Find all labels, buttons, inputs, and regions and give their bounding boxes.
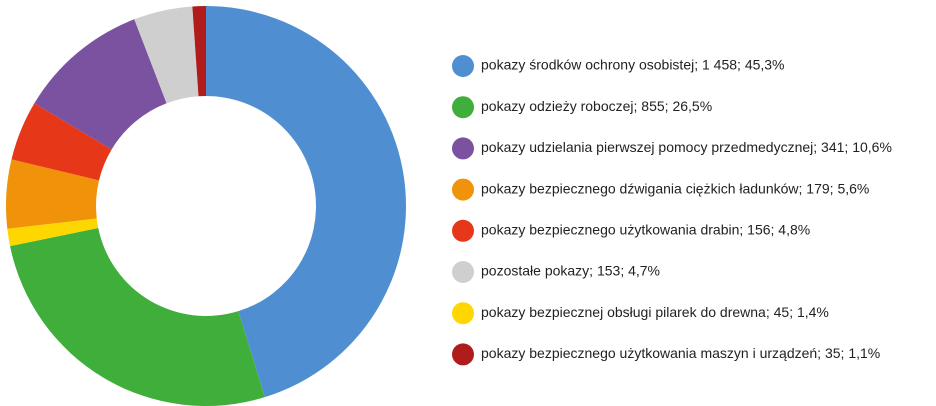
legend-label: pozostałe pokazy; 153; 4,7% xyxy=(481,263,660,279)
legend-label: pokazy bezpiecznego użytkowania drabin; … xyxy=(481,222,810,238)
legend-swatch xyxy=(452,96,474,119)
legend-label: pokazy bezpiecznej obsługi pilarek do dr… xyxy=(481,304,829,320)
legend-swatch xyxy=(452,137,474,160)
legend-label: pokazy środków ochrony osobistej; 1 458;… xyxy=(481,57,785,73)
slice xyxy=(134,6,199,104)
slice xyxy=(10,228,265,406)
legend-label: pokazy udzielania pierwszej pomocy przed… xyxy=(481,139,892,155)
slice xyxy=(192,6,206,97)
legend-label: pokazy bezpiecznego użytkowania maszyn i… xyxy=(481,345,880,361)
legend-label: pokazy odzieży roboczej; 855; 26,5% xyxy=(481,98,712,114)
legend-label: pokazy bezpiecznego dźwigania ciężkich ł… xyxy=(481,180,869,196)
legend-swatch xyxy=(452,55,474,77)
slice xyxy=(5,159,100,229)
legend-swatch xyxy=(452,178,474,201)
legend-swatch xyxy=(452,343,474,366)
legend-swatch xyxy=(452,302,474,325)
slice xyxy=(206,6,406,398)
legend-swatch xyxy=(452,219,474,242)
slice xyxy=(34,19,167,150)
slice xyxy=(7,218,99,247)
legend-swatch xyxy=(452,261,474,283)
slice xyxy=(11,103,112,181)
